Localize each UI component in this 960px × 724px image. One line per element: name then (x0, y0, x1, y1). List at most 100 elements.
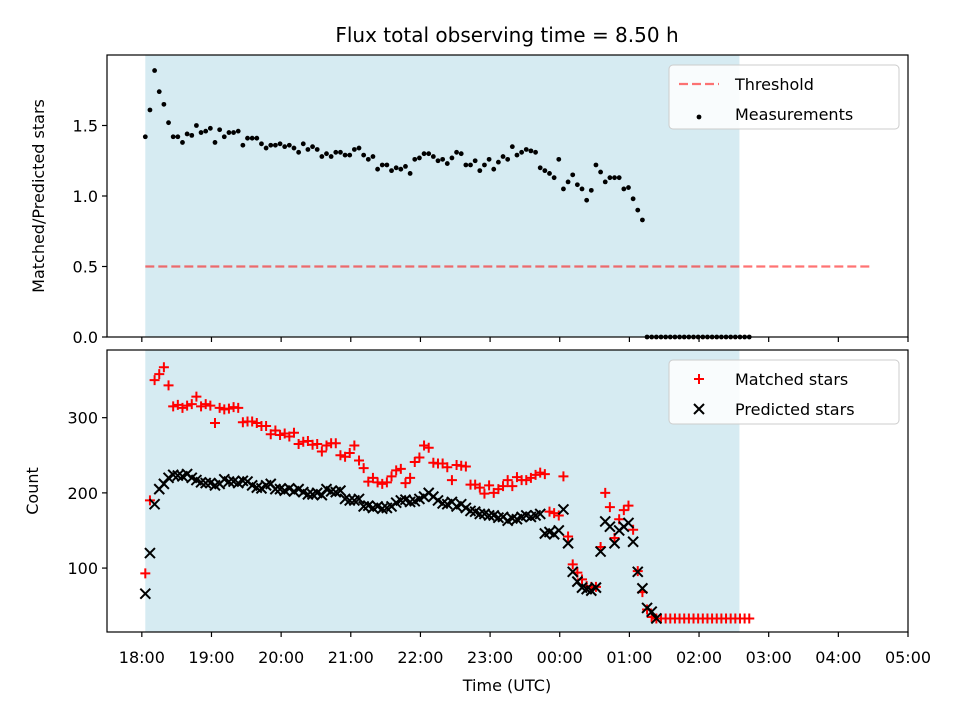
data-point (212, 140, 218, 145)
data-point (334, 484, 347, 497)
data-point (547, 171, 552, 176)
data-point (240, 142, 246, 148)
data-point (379, 162, 385, 168)
data-point (618, 505, 629, 516)
data-point (495, 159, 501, 165)
data-point (384, 162, 390, 168)
data-point (344, 448, 355, 459)
data-point (551, 175, 557, 181)
axes-frame (106, 349, 909, 633)
data-point (335, 450, 346, 461)
y-tick-label: 300 (67, 409, 98, 428)
data-point (636, 582, 649, 595)
data-point (389, 168, 394, 174)
data-point (166, 120, 171, 126)
data-point (221, 134, 227, 140)
y-tick-label: 1.0 (73, 187, 98, 206)
data-point (296, 149, 302, 155)
data-point (640, 217, 645, 223)
data-point (269, 483, 282, 495)
x-tick-label: 22:00 (397, 648, 443, 667)
data-point (507, 481, 518, 492)
x-axis-label: Time (UTC) (462, 676, 551, 695)
data-point (491, 166, 497, 172)
data-point (403, 163, 408, 169)
y-tick-label: 0.0 (73, 328, 98, 347)
data-point (446, 475, 457, 486)
data-point (627, 536, 639, 548)
data-point (293, 439, 304, 449)
data-point (579, 186, 585, 192)
data-point (621, 186, 627, 192)
data-point (198, 130, 204, 135)
data-point (435, 158, 441, 164)
data-point (259, 141, 264, 147)
data-point (544, 506, 555, 517)
data-point (419, 440, 430, 451)
data-point (426, 151, 432, 157)
y-tick-label: 200 (67, 484, 98, 503)
data-point (199, 477, 212, 489)
data-point (398, 166, 404, 172)
data-point (584, 197, 590, 203)
legend-marker (694, 374, 704, 384)
data-point (196, 401, 207, 412)
data-point (430, 154, 436, 159)
data-point (319, 154, 325, 159)
data-point (139, 587, 152, 600)
data-point (483, 509, 495, 522)
data-point (286, 142, 292, 148)
data-point (553, 524, 565, 537)
data-point (449, 155, 455, 161)
data-point (189, 132, 195, 138)
data-point (226, 130, 232, 135)
data-point (347, 152, 353, 158)
data-point (275, 429, 286, 440)
data-point (558, 471, 569, 482)
data-point (598, 169, 603, 175)
y-axis-label: Count (23, 467, 42, 515)
data-point (626, 185, 631, 190)
data-point (519, 149, 525, 155)
data-point (168, 401, 179, 412)
data-point (247, 416, 258, 427)
data-point (381, 477, 392, 488)
data-point (393, 165, 399, 171)
data-point (270, 425, 281, 436)
data-point (409, 457, 420, 468)
legend: Matched stars Predicted stars (668, 359, 900, 425)
data-point (528, 148, 534, 154)
x-tick-label: 04:00 (815, 648, 861, 667)
y-tick-label: 100 (67, 559, 98, 578)
x-tick-label: 21:00 (328, 648, 374, 667)
data-point (556, 156, 562, 162)
data-point (594, 545, 607, 558)
data-point (305, 147, 311, 152)
data-point (608, 537, 621, 549)
legend: Threshold Measurements (668, 64, 900, 130)
data-point (444, 161, 450, 166)
data-point (553, 510, 564, 521)
data-point (356, 145, 362, 151)
data-point (249, 135, 255, 141)
data-point (223, 403, 234, 414)
data-point (600, 487, 611, 498)
legend-label: Matched stars (735, 370, 848, 389)
data-point (158, 362, 169, 373)
data-point (149, 375, 160, 386)
data-point (523, 147, 529, 152)
data-point (377, 478, 388, 489)
data-point (535, 467, 546, 478)
data-point (156, 89, 162, 95)
series-matched-stars (140, 362, 755, 624)
data-point (650, 612, 663, 625)
x-tick-label: 05:00 (885, 648, 931, 667)
data-point (616, 175, 622, 181)
data-point (458, 151, 464, 157)
data-point (474, 482, 485, 493)
data-point (302, 488, 314, 501)
legend-label: Threshold (734, 75, 814, 94)
data-point (144, 547, 156, 559)
